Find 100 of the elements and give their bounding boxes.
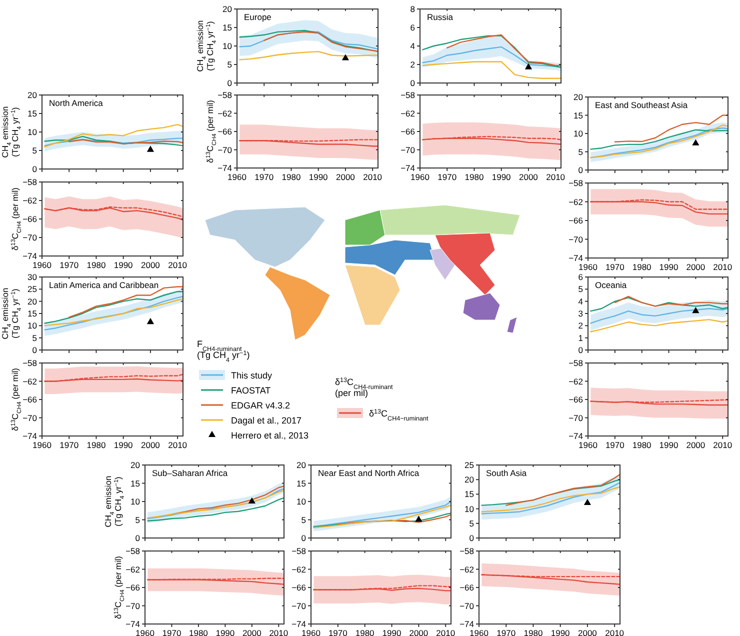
y-tick-label: −58 (568, 178, 584, 188)
x-tick-label: 2000 (336, 172, 356, 182)
y-tick-label: 2 (578, 320, 584, 331)
y-tick-label: −70 (400, 144, 416, 155)
x-tick-label: 1980 (282, 172, 301, 182)
x-tick-label: 1960 (578, 262, 598, 272)
x-tick-label: 1960 (32, 440, 52, 450)
y-tick-label: 5 (227, 60, 232, 70)
y-tick-label: −58 (568, 358, 584, 368)
y-tick-label: −70 (460, 600, 474, 611)
x-tick-label: 2010 (713, 440, 732, 450)
x-tick-label: 2000 (242, 628, 262, 636)
x-tick-label: 2000 (141, 440, 160, 450)
y-tick-label: −62 (460, 564, 474, 574)
y-tick-label: −62 (292, 564, 306, 574)
x-tick-label: 1990 (492, 172, 512, 182)
line-series (44, 124, 183, 148)
x-tick-label: 1990 (382, 628, 402, 636)
x-tick-label: 1960 (302, 628, 321, 636)
x-tick-label: 2010 (546, 172, 566, 182)
y-tick-label: 25 (464, 460, 474, 470)
y-tick-label: 15 (464, 489, 474, 500)
chart-title: North America (49, 98, 104, 108)
y-tick-label: −66 (400, 126, 416, 136)
y-tick-label: 0 (578, 165, 584, 175)
y-tick-label: −66 (568, 216, 584, 226)
y-tick-label: 5 (301, 514, 306, 525)
y-tick-label: 3 (578, 308, 584, 318)
x-tick-label: 1980 (86, 260, 106, 270)
y-tick-label: 15 (28, 108, 38, 118)
y-tick-label: −62 (218, 108, 232, 118)
y-tick-label: −62 (568, 196, 584, 207)
y-tick-label: 20 (222, 4, 232, 14)
x-tick-label: 1990 (550, 628, 570, 636)
x-tick-label: 1970 (605, 262, 625, 272)
x-tick-label: 1980 (464, 172, 484, 182)
x-tick-label: 1980 (632, 440, 652, 450)
x-tick-label: 1970 (605, 440, 625, 450)
x-tick-label: 1970 (60, 260, 79, 270)
y-tick-label: 6 (578, 272, 584, 282)
line-series (239, 50, 378, 60)
x-tick-label: 1980 (632, 262, 652, 272)
x-tick-label: 1990 (216, 628, 235, 636)
y-tick-label: 0 (227, 78, 232, 88)
y-tick-label: −74 (218, 163, 232, 173)
y-tick-label: −70 (218, 144, 232, 155)
x-tick-label: 1990 (659, 440, 678, 450)
chart-title: Russia (427, 12, 454, 22)
line-series (614, 296, 728, 307)
y-tick-label: −74 (22, 251, 38, 261)
y-tick-label: 25 (28, 284, 38, 294)
y-tick-label: −66 (126, 582, 140, 592)
y-tick-label: −58 (22, 358, 38, 368)
x-tick-label: 2000 (686, 262, 706, 272)
x-tick-label: 1960 (32, 260, 52, 270)
legend-label: Herrero et al., 2013 (231, 430, 309, 440)
y-tick-label: 5 (135, 514, 140, 525)
y-tick-label: −66 (218, 126, 232, 136)
x-tick-label: 1980 (86, 440, 106, 450)
y-tick-label: 20 (296, 460, 306, 470)
line-series (147, 497, 284, 522)
y-tick-label: 10 (464, 504, 474, 514)
x-tick-label: 1960 (136, 628, 155, 636)
y-tick-label: −74 (22, 431, 38, 441)
y-tick-label: 0 (135, 533, 140, 543)
y-tick-label: −66 (460, 582, 474, 592)
y-tick-label: 0 (32, 164, 38, 174)
x-tick-label: 2000 (578, 628, 598, 636)
y-tick-label: 4 (410, 41, 416, 51)
x-tick-label: 1980 (355, 628, 375, 636)
line-series (313, 504, 451, 528)
line-series (44, 291, 183, 324)
chart-title: Oceania (595, 280, 627, 290)
y-tick-label: −62 (22, 196, 38, 206)
y-tick-label: −62 (400, 108, 416, 118)
x-tick-label: 1990 (114, 440, 134, 450)
x-tick-label: 1960 (228, 172, 247, 182)
legend-title: F$_{CH4-ruminant}$ (Tg CH$_{4}$ yr$^{−1}$) (197, 339, 250, 364)
y-tick-label: −74 (400, 163, 416, 173)
x-tick-label: 1990 (308, 172, 328, 182)
line-series (171, 486, 284, 515)
y-tick-label: 0 (32, 345, 38, 355)
y-tick-label: 4 (578, 296, 584, 306)
x-tick-label: 1970 (254, 172, 274, 182)
y-tick-label: 5 (469, 518, 474, 528)
y-tick-label: −70 (22, 412, 38, 423)
y-tick-label: 5 (578, 284, 584, 294)
legend-title: δ$^{13}$C$_{CH4-ruminant}$ (per mil) (335, 376, 393, 398)
y-tick-label: 0 (578, 345, 584, 355)
y-tick-label: 8 (410, 4, 416, 14)
y-tick-label: −70 (22, 232, 38, 242)
chart-title: Sub–Saharan Africa (152, 468, 228, 478)
line-series (590, 308, 728, 324)
y-tick-label: 10 (574, 128, 584, 138)
x-tick-label: 1960 (578, 440, 598, 450)
y-tick-label: −66 (22, 214, 38, 224)
y-tick-label: 15 (28, 308, 38, 318)
y-tick-label: −62 (568, 376, 584, 386)
y-tick-label: −74 (568, 253, 584, 263)
line-series (590, 129, 728, 150)
